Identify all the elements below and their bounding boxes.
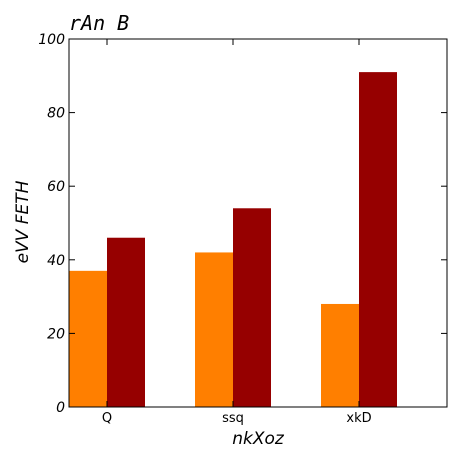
x-tick-label: Q	[102, 411, 112, 426]
y-tick-label: 20	[47, 326, 65, 342]
y-axis-label: eVV FETH	[13, 180, 33, 263]
bar-Q-series-1	[69, 270, 107, 407]
y-tick-label: 80	[47, 106, 65, 122]
y-tick-label: 60	[47, 179, 65, 195]
x-axis-label: nkXoz	[232, 429, 285, 449]
bar-Q-series-2	[107, 237, 145, 407]
y-tick-label: 40	[47, 253, 65, 269]
y-tick-label: 0	[56, 400, 65, 416]
chart-title: rAn B	[69, 11, 129, 35]
bar-xkD-series-1	[321, 303, 359, 407]
x-tick-label: ssq	[222, 411, 244, 426]
y-tick-label: 100	[38, 32, 65, 48]
bar-ssq-series-2	[233, 208, 271, 407]
bar-ssq-series-1	[195, 252, 233, 407]
plot-area: 0 20 40 60 80 100 Q ssq xkD	[38, 32, 448, 426]
plot-frame	[68, 38, 448, 408]
x-tick-label: xkD	[346, 411, 371, 426]
bar-xkD-series-2	[359, 72, 397, 408]
